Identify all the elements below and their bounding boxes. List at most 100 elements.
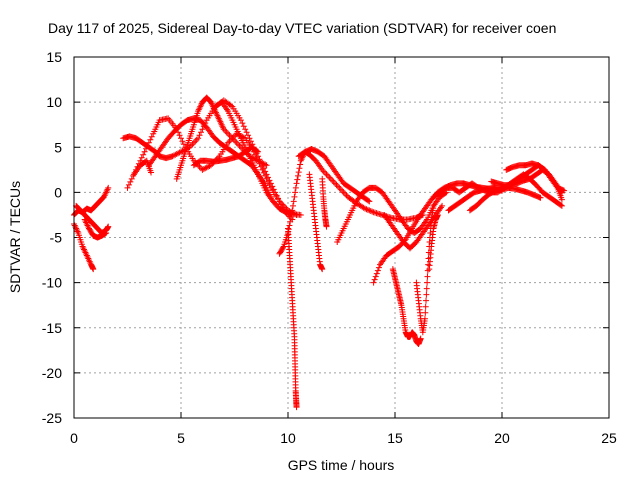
data-point <box>232 138 239 145</box>
data-point <box>296 165 303 172</box>
data-point <box>285 229 291 236</box>
data-point <box>239 120 246 127</box>
data-point <box>323 223 330 230</box>
data-point <box>423 297 430 304</box>
y-tick-label: 5 <box>54 139 62 155</box>
data-point <box>225 130 232 137</box>
series-s09 <box>173 94 270 182</box>
data-point <box>375 264 382 271</box>
data-point <box>285 226 292 233</box>
data-point <box>189 141 196 148</box>
data-point <box>340 189 347 196</box>
data-point <box>339 187 346 194</box>
data-point <box>290 198 297 205</box>
data-point <box>197 129 204 136</box>
data-point <box>424 273 431 280</box>
data-point <box>430 202 437 209</box>
series-s20 <box>389 266 424 347</box>
series-s06 <box>124 115 300 218</box>
y-tick-label: 10 <box>46 94 62 110</box>
data-point <box>280 244 287 251</box>
data-point <box>242 126 249 133</box>
data-point <box>422 309 429 316</box>
x-tick-label: 20 <box>494 430 510 446</box>
data-point <box>292 184 299 191</box>
y-axis-label: SDTVAR / TECUs <box>7 181 23 293</box>
data-point <box>362 205 369 212</box>
data-point <box>263 175 270 182</box>
data-point <box>103 229 110 236</box>
data-point <box>288 211 295 218</box>
data-point <box>235 141 242 148</box>
data-point <box>243 129 250 136</box>
series-s19 <box>381 202 446 252</box>
data-point <box>144 142 151 149</box>
data-point <box>319 266 326 273</box>
data-point <box>424 267 431 274</box>
data-point <box>262 161 269 168</box>
data-point <box>255 148 262 155</box>
data-point <box>199 126 206 133</box>
data-point <box>291 193 298 200</box>
data-point <box>141 148 148 155</box>
data-points <box>71 94 568 411</box>
data-point <box>423 285 430 292</box>
data-point <box>143 145 150 152</box>
data-point <box>233 139 240 146</box>
data-point <box>266 181 273 188</box>
data-point <box>365 197 372 204</box>
data-point <box>421 315 428 322</box>
data-point <box>423 291 430 298</box>
data-point <box>105 184 112 191</box>
data-point <box>363 206 370 213</box>
data-point <box>422 303 429 310</box>
data-point <box>180 141 187 148</box>
data-point <box>145 139 152 146</box>
data-point <box>140 151 147 158</box>
data-point <box>90 266 97 273</box>
data-point <box>374 267 381 274</box>
data-point <box>253 148 260 155</box>
data-point <box>293 404 300 411</box>
data-point <box>333 181 340 188</box>
data-point <box>329 177 336 184</box>
data-point <box>124 184 131 191</box>
series-s27 <box>503 160 565 203</box>
x-tick-label: 15 <box>387 430 403 446</box>
data-point <box>294 176 301 183</box>
data-point <box>105 223 112 230</box>
data-point <box>260 169 267 176</box>
data-point <box>439 202 446 209</box>
data-point <box>178 135 184 142</box>
data-point <box>334 183 341 190</box>
data-point <box>326 174 333 181</box>
data-point <box>245 132 252 139</box>
series-s21 <box>413 202 437 336</box>
data-point <box>434 211 441 218</box>
data-point <box>364 206 371 213</box>
data-point <box>193 136 200 143</box>
data-point <box>537 194 544 201</box>
series-s14 <box>295 146 373 205</box>
data-point <box>223 129 230 136</box>
data-point <box>195 135 202 142</box>
data-point <box>295 169 302 176</box>
series-s02 <box>71 220 97 273</box>
data-point <box>330 178 337 185</box>
data-point <box>147 136 154 143</box>
data-point <box>417 335 424 342</box>
series-s01 <box>71 184 112 218</box>
data-point <box>125 181 132 188</box>
data-point <box>138 154 145 161</box>
data-point <box>370 279 377 286</box>
y-tick-label: -25 <box>42 410 62 426</box>
y-tick-label: -15 <box>42 320 62 336</box>
data-point <box>287 218 294 225</box>
data-point <box>237 117 244 124</box>
x-tick-label: 25 <box>601 430 617 446</box>
data-point <box>289 202 296 209</box>
data-point <box>366 198 373 205</box>
y-tick-label: 15 <box>46 49 62 65</box>
series-s12 <box>285 225 300 411</box>
x-tick-label: 10 <box>280 430 296 446</box>
